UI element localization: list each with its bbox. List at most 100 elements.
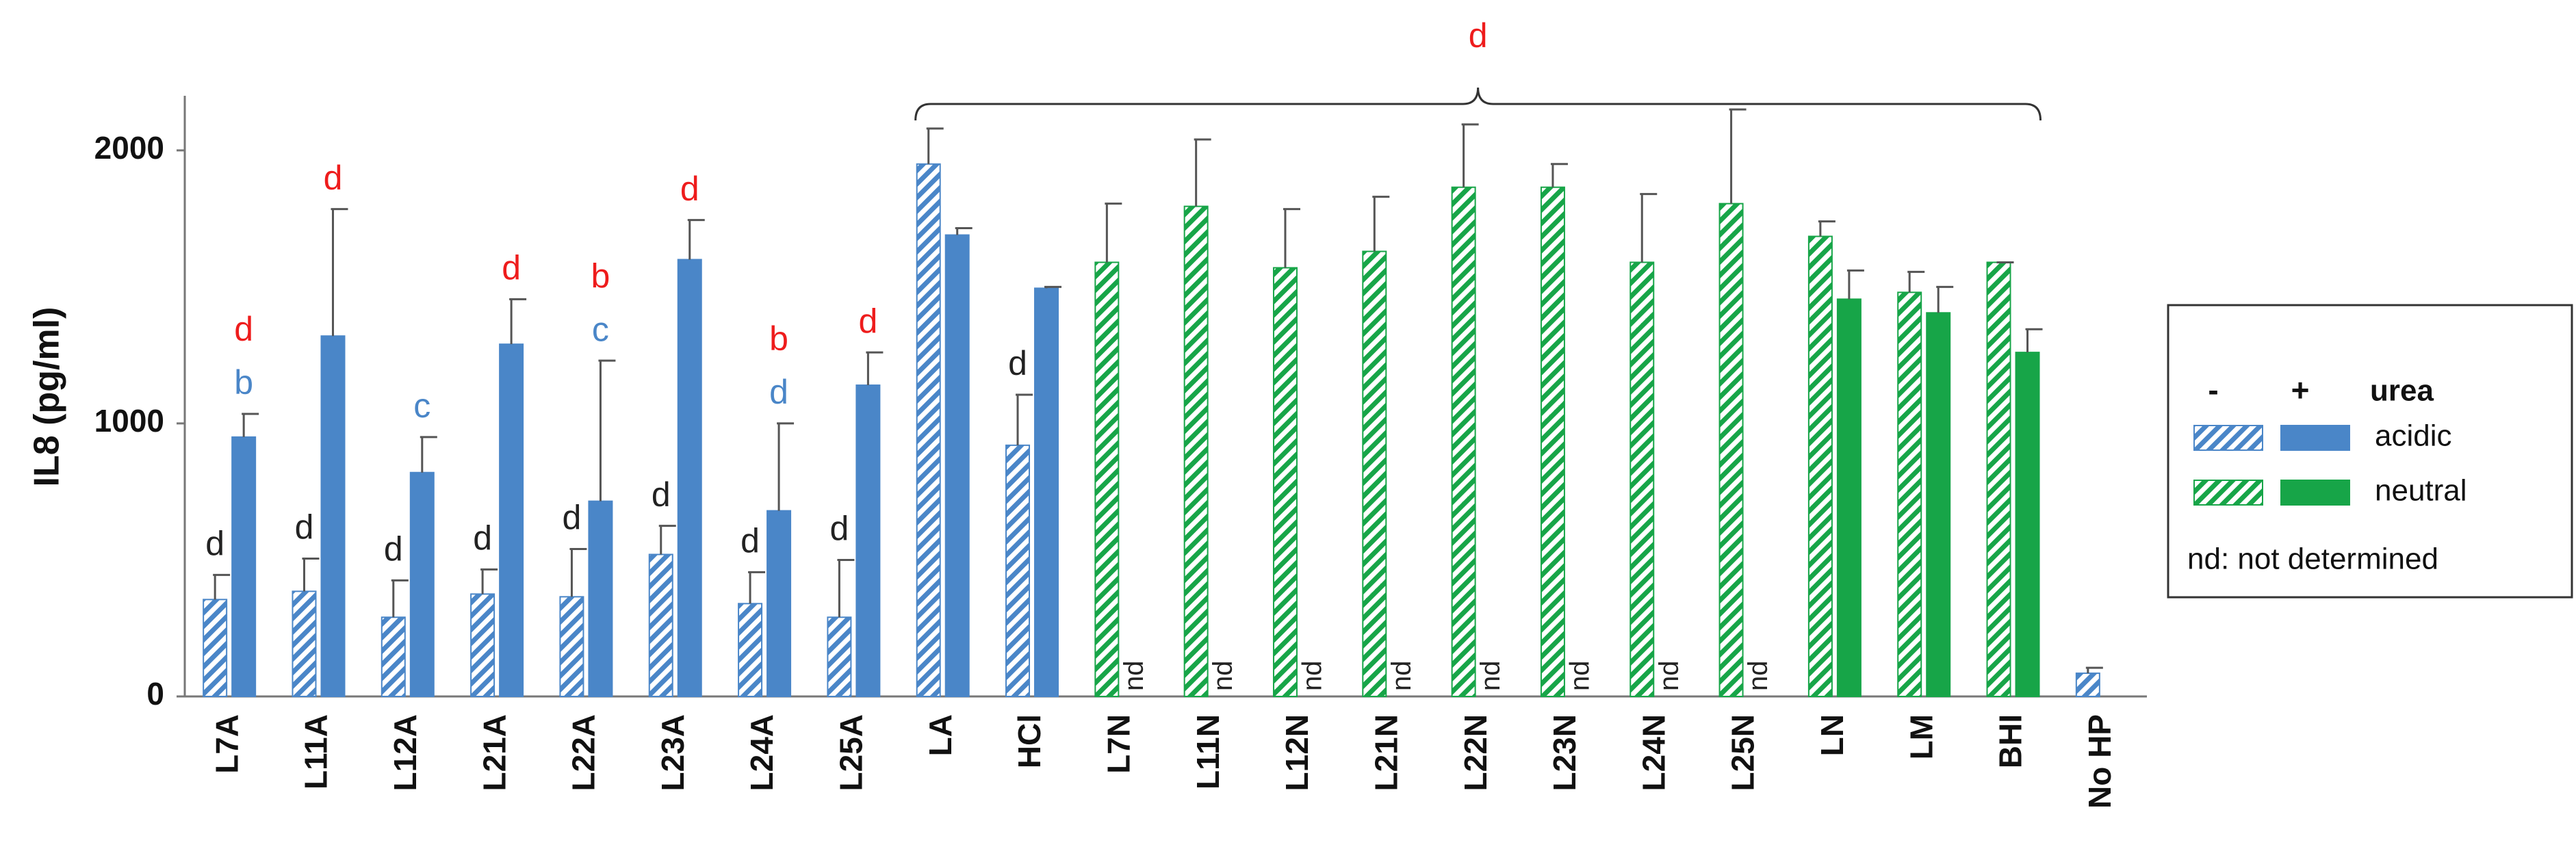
legend-swatch (2193, 425, 2263, 451)
x-tick-label: L7A (209, 714, 244, 774)
value-label: nd (1208, 661, 1238, 692)
bracket (914, 87, 2042, 121)
bar (559, 596, 584, 698)
bar (381, 616, 406, 697)
error-bar (1016, 393, 1033, 445)
bar (1540, 186, 1565, 698)
error-bar (748, 571, 766, 604)
error-bar (480, 568, 498, 595)
error-bar (1729, 108, 1747, 204)
bar (1183, 205, 1209, 697)
x-tick-label: L25N (1725, 714, 1761, 791)
error-bar (569, 547, 587, 597)
x-tick-label: LM (1903, 714, 1939, 759)
bar (1897, 291, 1922, 697)
bar (1272, 267, 1298, 698)
x-tick-label: L22A (566, 714, 602, 791)
x-tick-label: L23N (1547, 714, 1582, 791)
error-bar (509, 298, 527, 345)
error-bar (926, 127, 944, 164)
significance-letter: c (413, 387, 430, 425)
significance-letter: d (563, 499, 582, 537)
bar (1362, 250, 1387, 697)
x-tick-label: L12N (1279, 714, 1315, 791)
significance-letter: d (473, 519, 492, 558)
bar (320, 335, 346, 697)
error-bar (1044, 285, 1062, 289)
bar (2015, 352, 2040, 697)
error-bar (1846, 269, 1864, 300)
bar (292, 590, 317, 697)
error-bar (866, 351, 884, 386)
bar (2075, 672, 2100, 697)
bar (1836, 298, 1862, 697)
value-label: nd (1654, 661, 1684, 692)
error-bar (242, 413, 259, 437)
bar (1630, 261, 1655, 698)
significance-letter: b (769, 319, 788, 358)
legend-swatch (2280, 480, 2350, 506)
legend-swatch (2193, 480, 2263, 506)
error-bar (1640, 193, 1658, 263)
legend-title: urea (2370, 374, 2434, 408)
x-tick-label: L12A (387, 714, 423, 791)
error-bar (420, 436, 437, 473)
error-bar (1550, 163, 1568, 187)
error-bar (1283, 208, 1300, 268)
bar (1718, 203, 1744, 697)
significance-letter: d (858, 302, 877, 340)
significance-letter: d (502, 249, 521, 287)
x-tick-label: LN (1814, 714, 1850, 756)
error-bar (1105, 203, 1122, 263)
bar (203, 599, 228, 698)
bar (470, 593, 495, 697)
x-tick-label: No HP (2082, 714, 2117, 809)
legend-header: + (2291, 372, 2310, 408)
significance-letter: d (1008, 344, 1027, 382)
significance-letter: d (324, 159, 343, 197)
value-label: nd (1564, 661, 1595, 692)
error-bar (1907, 270, 1925, 293)
bar (677, 259, 702, 698)
bar (1094, 261, 1120, 698)
x-tick-label: LA (923, 714, 958, 756)
bar (499, 343, 524, 697)
bar (767, 510, 792, 697)
legend-label: neutral (2375, 474, 2467, 508)
significance-letter: d (829, 510, 849, 548)
error-bar (777, 422, 795, 511)
significance-letter: d (384, 530, 403, 569)
significance-letter: d (769, 373, 788, 411)
x-tick-label: L11A (298, 714, 334, 789)
bar (409, 471, 435, 698)
bar (1926, 312, 1951, 697)
error-bar (302, 557, 320, 592)
value-label: nd (1119, 661, 1149, 692)
significance-letter: d (205, 525, 224, 563)
error-bar (955, 227, 973, 235)
legend-box (2167, 304, 2573, 599)
x-tick-label: L21A (476, 714, 512, 791)
x-tick-label: L7N (1100, 714, 1136, 774)
error-bar (1461, 123, 1479, 187)
x-tick-label: L25A (834, 714, 869, 791)
significance-letter: d (680, 170, 699, 208)
y-axis-label: IL8 (pg/ml) (27, 307, 67, 487)
bar (827, 616, 852, 697)
legend-note: nd: not determined (2187, 543, 2438, 576)
significance-letter: b (591, 257, 610, 295)
bar (1034, 287, 1059, 698)
error-bar (658, 525, 676, 555)
significance-letter: b (234, 363, 253, 402)
significance-letter: d (652, 475, 671, 514)
x-tick-label: L22N (1458, 714, 1493, 791)
error-bar (391, 579, 409, 618)
value-label: nd (1743, 661, 1773, 692)
error-bar (837, 558, 855, 618)
value-label: nd (1476, 661, 1506, 692)
error-bar (213, 573, 231, 600)
significance-letter: d (234, 310, 253, 348)
bar (738, 603, 763, 697)
legend-header: - (2208, 372, 2218, 408)
